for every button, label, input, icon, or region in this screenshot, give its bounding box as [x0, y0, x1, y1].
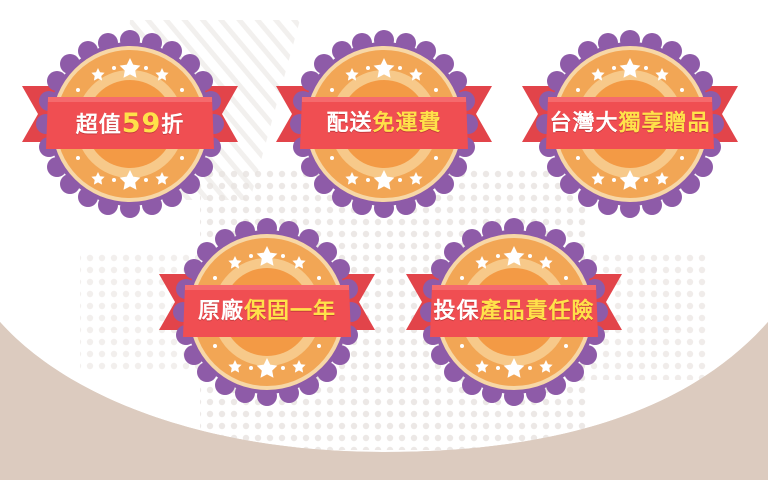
badge-label: 超值59折 — [0, 103, 260, 145]
badge-label-part1: 投保 — [433, 299, 480, 324]
badge-label: 投保產品責任險 — [384, 291, 644, 333]
badge-label-number: 59 — [121, 108, 162, 139]
badge-label: 原廠保固一年 — [137, 291, 397, 333]
badge-label: 配送免運費 — [254, 103, 514, 145]
badge-label-part3: 折 — [161, 113, 185, 138]
badge-label-highlight: 免運費 — [372, 111, 442, 136]
badge-label-part1: 配送 — [326, 111, 373, 136]
badge-warranty: 原廠保固一年 — [137, 212, 397, 412]
badge-taiwan-exclusive: 台灣大獨享贈品 — [500, 24, 760, 224]
badge-value-59-off: 超值59折 — [0, 24, 260, 224]
badge-label-part1: 超值 — [75, 113, 122, 138]
badge-insurance: 投保產品責任險 — [384, 212, 644, 412]
badge-delivery: 配送免運費 — [254, 24, 514, 224]
badge-label-part1: 台灣大 — [549, 111, 619, 136]
badge-label-part1: 原廠 — [197, 299, 244, 324]
badge-label-highlight: 獨享贈品 — [618, 111, 711, 136]
badge-label-highlight: 產品責任險 — [479, 299, 595, 324]
badge-label: 台灣大獨享贈品 — [500, 103, 760, 145]
badge-label-highlight: 保固一年 — [244, 299, 337, 324]
